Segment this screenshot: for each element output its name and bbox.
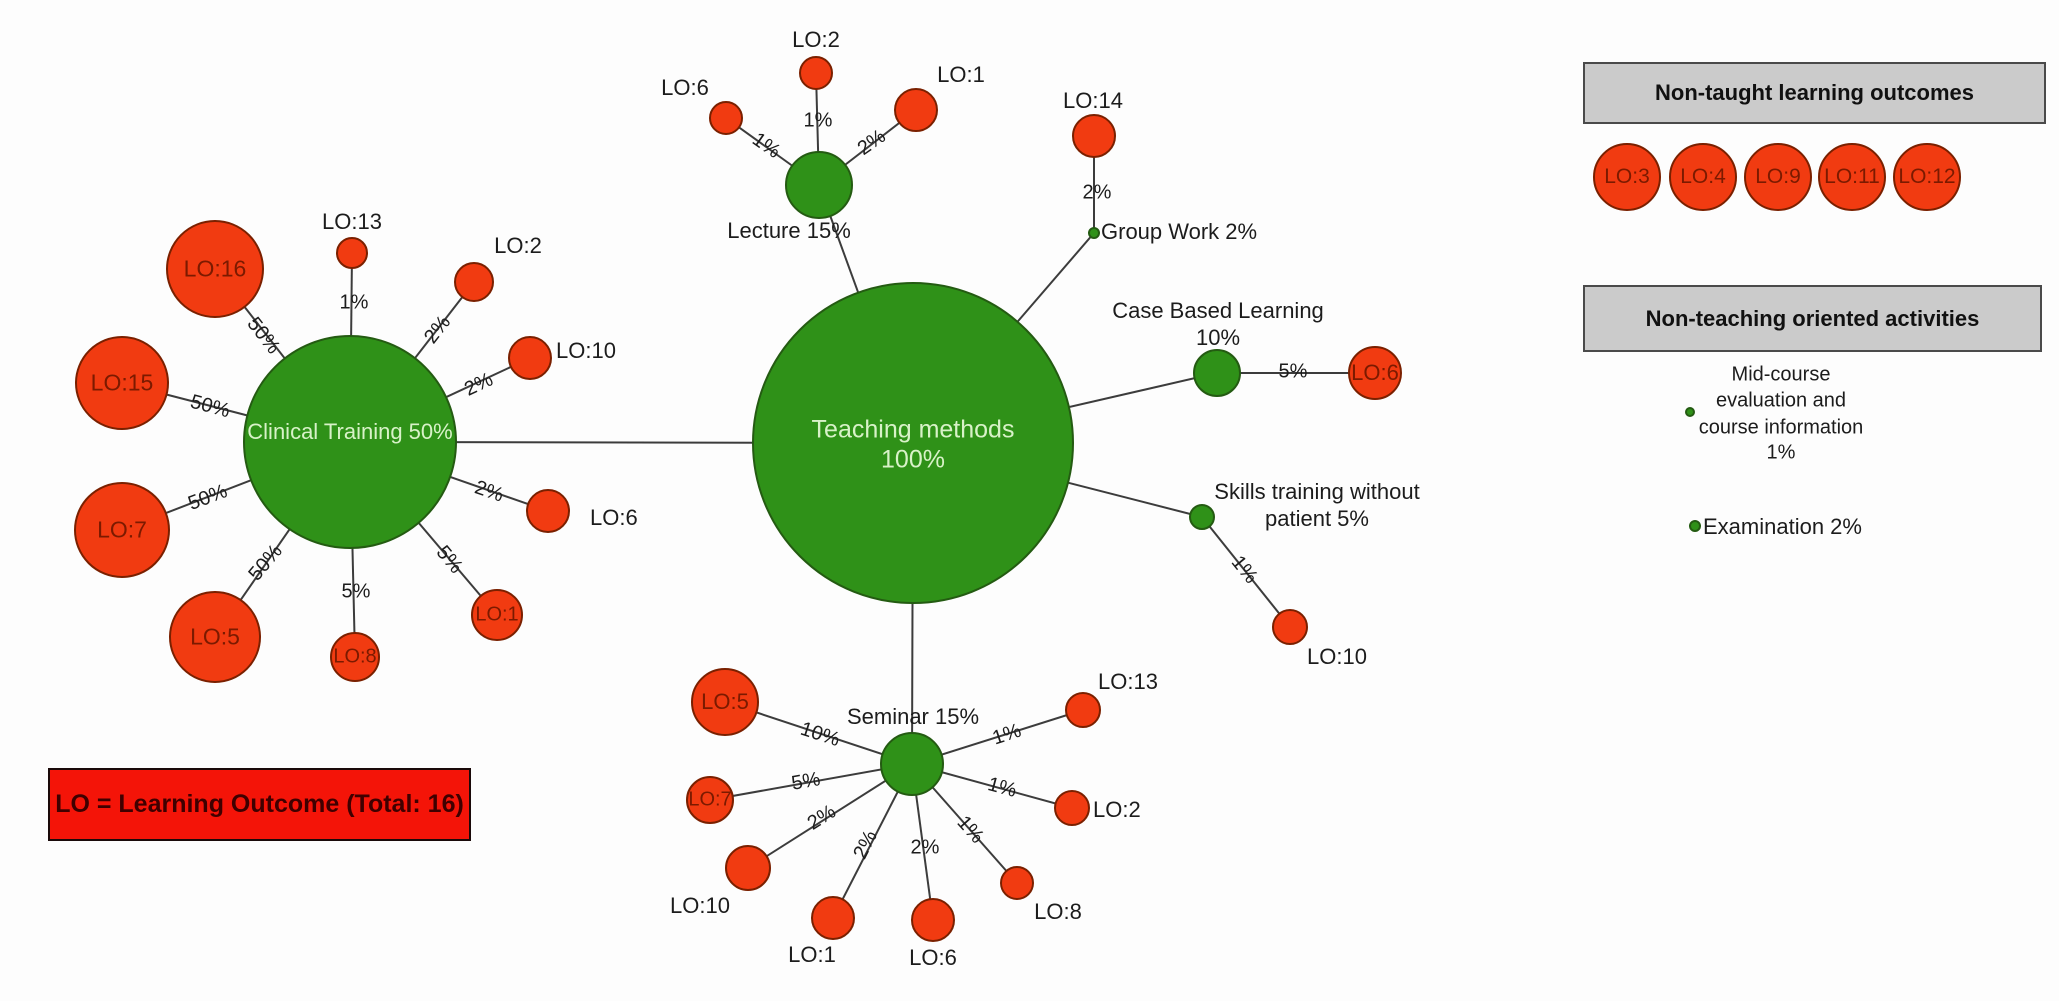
seminar-lo1-label: LO:1 xyxy=(788,942,836,967)
legend-lo12-circle xyxy=(1893,143,1961,211)
node-clinical-lo5 xyxy=(169,591,261,683)
dot-mid-course xyxy=(1685,407,1695,417)
clinical-lo13-label: LO:13 xyxy=(322,209,382,234)
node-clinical-lo6 xyxy=(526,489,570,533)
node-teaching-methods xyxy=(752,282,1074,604)
casebased-lo6-label: LO:6 xyxy=(1351,360,1399,385)
clinical-lo10-label: LO:10 xyxy=(556,338,616,363)
node-skills-lo10 xyxy=(1272,609,1308,645)
clinical-lo2-label: LO:2 xyxy=(494,233,542,258)
group-work-label: Group Work 2% xyxy=(1101,219,1258,244)
groupwork-lo14-label: LO:14 xyxy=(1063,88,1123,113)
seminar-lo8-label: LO:8 xyxy=(1034,899,1082,924)
mid-course-pct: 1% xyxy=(1766,441,1796,464)
node-seminar-lo8 xyxy=(1000,866,1034,900)
lecture-lo1-label: LO:1 xyxy=(937,62,985,87)
mid-course-line3: course information xyxy=(1698,416,1864,439)
mid-course-line1: Mid-course xyxy=(1731,363,1831,386)
clinical-lo5-label: LO:5 xyxy=(190,623,240,650)
skills-label-line2: patient 5% xyxy=(1265,506,1369,531)
lecture-label: Lecture 15% xyxy=(727,218,851,243)
edge-pct-casebased-lo6: 5% xyxy=(1278,360,1308,383)
node-seminar-lo5 xyxy=(691,668,759,736)
lo-note-text: LO = Learning Outcome (Total: 16) xyxy=(55,790,464,818)
clinical-training-label: Clinical Training 50% xyxy=(247,419,453,444)
node-seminar-lo2 xyxy=(1054,790,1090,826)
teaching-methods-pct: 100% xyxy=(881,445,945,474)
node-seminar-lo7 xyxy=(686,776,734,824)
seminar-label: Seminar 15% xyxy=(846,704,980,729)
node-clinical-lo13 xyxy=(336,237,368,269)
seminar-lo13-label: LO:13 xyxy=(1098,669,1158,694)
legend-lo4-label: LO:4 xyxy=(1680,165,1726,188)
teaching-methods-label: Teaching methods xyxy=(811,415,1015,444)
non-teaching-box: Non-teaching oriented activities xyxy=(1583,285,2042,352)
skills-lo10-label: LO:10 xyxy=(1307,644,1367,669)
node-clinical-lo1 xyxy=(471,589,523,641)
edge-pct-groupwork-lo14: 2% xyxy=(1082,181,1112,204)
node-clinical-lo8 xyxy=(330,632,380,682)
node-groupwork-lo14 xyxy=(1072,114,1116,158)
clinical-lo15-label: LO:15 xyxy=(90,369,154,396)
examination-label: Examination 2% xyxy=(1703,514,1862,539)
skills-label-line1: Skills training without xyxy=(1214,479,1420,504)
dot-examination xyxy=(1689,520,1701,532)
node-casebased-lo6 xyxy=(1348,346,1402,400)
lo-note-box: LO = Learning Outcome (Total: 16) xyxy=(48,768,471,841)
node-seminar-lo1 xyxy=(811,896,855,940)
node-clinical-lo7 xyxy=(74,482,170,578)
node-seminar xyxy=(880,732,944,796)
clinical-lo6-label: LO:6 xyxy=(590,505,638,530)
node-clinical-lo15 xyxy=(75,336,169,430)
lecture-lo2-label: LO:2 xyxy=(792,27,840,52)
edge-pct-seminar-lo6: 2% xyxy=(910,836,940,859)
node-skills-training xyxy=(1189,504,1215,530)
node-lecture xyxy=(785,151,853,219)
legend-lo3-label: LO:3 xyxy=(1604,165,1650,188)
non-taught-box: Non-taught learning outcomes xyxy=(1583,62,2046,124)
non-teaching-title: Non-teaching oriented activities xyxy=(1645,305,1980,331)
outcome-nodes xyxy=(74,56,1961,942)
node-seminar-lo13 xyxy=(1065,692,1101,728)
edge-pct-clinical-lo8: 5% xyxy=(341,580,371,603)
clinical-lo16-label: LO:16 xyxy=(183,255,247,282)
seminar-lo6-label: LO:6 xyxy=(909,945,957,970)
edge-pct-lecture-lo2: 1% xyxy=(803,109,833,132)
non-taught-title: Non-taught learning outcomes xyxy=(1655,80,1974,105)
clinical-lo7-label: LO:7 xyxy=(97,516,147,543)
seminar-lo7-label: LO:7 xyxy=(688,788,732,811)
edge-pct-seminar-lo7: 5% xyxy=(789,768,823,795)
node-clinical-lo2 xyxy=(454,262,494,302)
node-group-work xyxy=(1088,227,1100,239)
legend-lo9-label: LO:9 xyxy=(1755,165,1801,188)
legend-lo11-label: LO:11 xyxy=(1824,165,1880,188)
legend-lo11-circle xyxy=(1818,143,1886,211)
case-based-label-line2: 10% xyxy=(1195,325,1241,350)
node-lecture-lo1 xyxy=(894,88,938,132)
edge-pct-clinical-lo13: 1% xyxy=(339,291,369,314)
node-seminar-lo10 xyxy=(725,845,771,891)
lecture-lo6-label: LO:6 xyxy=(661,75,709,100)
seminar-lo2-label: LO:2 xyxy=(1093,797,1141,822)
method-nodes xyxy=(243,151,1701,796)
legend-lo3-circle xyxy=(1593,143,1661,211)
node-case-based-learning xyxy=(1193,349,1241,397)
clinical-lo1-label: LO:1 xyxy=(475,603,519,626)
node-clinical-lo10 xyxy=(508,336,552,380)
clinical-lo8-label: LO:8 xyxy=(333,645,377,668)
node-seminar-lo6 xyxy=(911,898,955,942)
node-lecture-lo6 xyxy=(709,101,743,135)
seminar-lo10-label: LO:10 xyxy=(670,893,730,918)
case-based-label-line1: Case Based Learning xyxy=(1112,298,1324,323)
seminar-lo5-label: LO:5 xyxy=(701,689,749,714)
node-clinical-training xyxy=(243,335,457,549)
legend-lo9-circle xyxy=(1744,143,1812,211)
legend-lo4-circle xyxy=(1669,143,1737,211)
node-clinical-lo16 xyxy=(166,220,264,318)
legend-lo12-label: LO:12 xyxy=(1898,165,1956,188)
mid-course-line2: evaluation and xyxy=(1715,389,1847,412)
node-lecture-lo2 xyxy=(799,56,833,90)
